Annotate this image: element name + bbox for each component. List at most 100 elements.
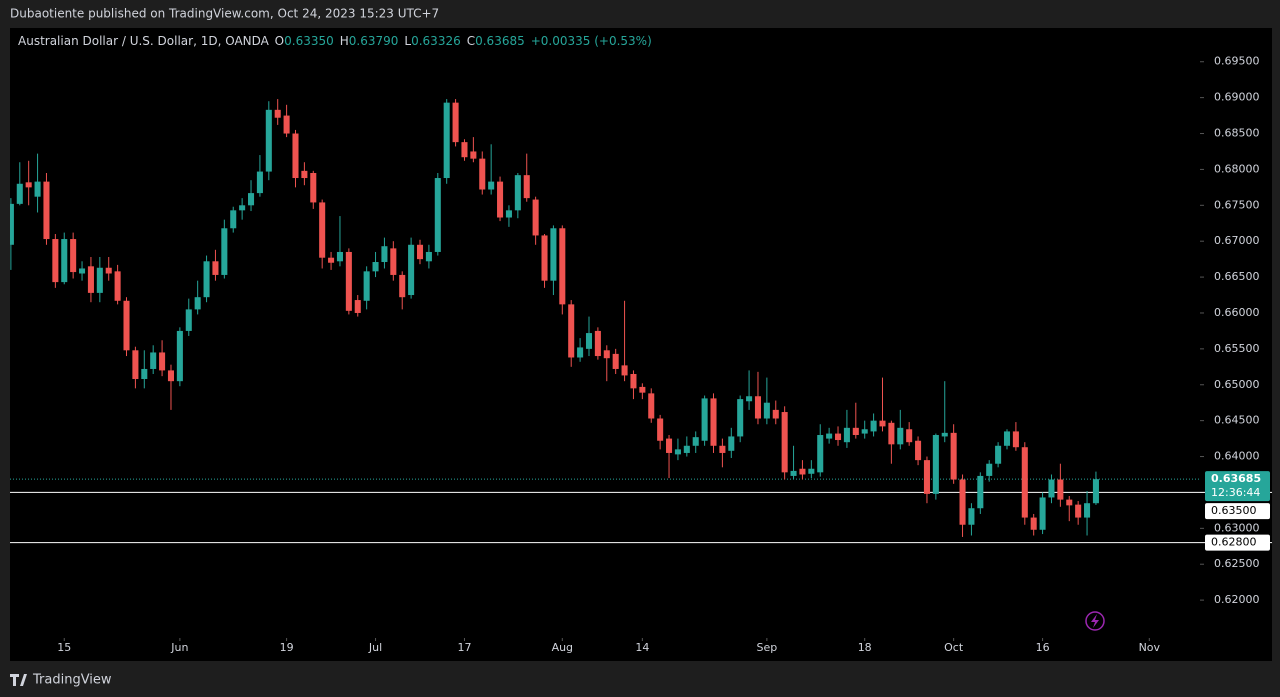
candle-body	[612, 353, 619, 369]
candle-body	[96, 267, 103, 293]
symbol: Australian Dollar / U.S. Dollar, 1D, OAN…	[18, 34, 270, 48]
candle-body	[1003, 431, 1011, 446]
candle-body	[906, 429, 913, 443]
candle-body	[648, 393, 655, 419]
x-tick-label: 16	[1036, 641, 1050, 654]
candle-body	[345, 251, 352, 311]
footer-brand: TradingView	[32, 673, 112, 688]
y-tick-label: 0.66500	[1214, 270, 1260, 283]
candle-body	[923, 460, 930, 494]
y-tick-label: 0.63000	[1214, 521, 1260, 534]
candle-body	[754, 396, 761, 419]
candle-body	[1012, 431, 1019, 448]
candle-body	[25, 182, 32, 188]
candle-body	[692, 437, 699, 446]
candle-body	[585, 333, 593, 349]
candle-body	[399, 274, 406, 298]
x-tick-label: 15	[57, 641, 71, 654]
candle-body	[879, 420, 886, 427]
candle-body	[790, 470, 797, 476]
candle-body	[16, 183, 23, 204]
chart-panel	[10, 28, 1272, 661]
candle-body	[1048, 479, 1055, 498]
candle-body	[941, 432, 948, 437]
countdown-label: 12:36:44	[1211, 486, 1260, 499]
y-tick-label: 0.69000	[1214, 91, 1260, 104]
candle-body	[416, 244, 424, 260]
candle-body	[123, 300, 130, 351]
candle-body	[932, 435, 939, 494]
x-tick-label: Jul	[368, 641, 382, 654]
candle-body	[230, 210, 237, 229]
candles	[10, 99, 1099, 537]
y-tick-label: 0.67000	[1214, 234, 1260, 247]
x-tick-label: Aug	[552, 641, 573, 654]
candle-body	[274, 109, 281, 118]
hline-box	[1205, 534, 1270, 551]
candle-body	[639, 386, 646, 393]
candle-body	[505, 210, 512, 218]
candle-body	[861, 429, 868, 434]
change: +0.00335 (+0.53%)	[531, 34, 652, 48]
candle-body	[390, 248, 397, 275]
candle-body	[336, 251, 343, 262]
candle-body	[52, 239, 59, 283]
y-tick-label: 0.62000	[1214, 593, 1260, 606]
candle-body	[283, 115, 290, 134]
footer-logo	[10, 674, 27, 686]
y-tick-label: 0.65000	[1214, 378, 1260, 391]
y-tick-label: 0.65500	[1214, 342, 1260, 355]
candle-body	[666, 438, 673, 453]
candle-body	[167, 370, 175, 382]
candle-body	[603, 350, 610, 359]
hline-box	[1205, 503, 1270, 520]
candle-body	[114, 271, 121, 301]
candle-body	[185, 309, 192, 331]
lightning-icon	[1085, 611, 1105, 631]
candle-body	[328, 257, 335, 263]
candle-body	[425, 251, 432, 262]
candle-body	[834, 433, 842, 441]
candle-body	[1039, 497, 1046, 530]
candle-body	[265, 109, 272, 172]
ohlc-value: 0.63790	[349, 34, 399, 48]
candle-body	[568, 304, 575, 358]
candle-body	[986, 463, 993, 476]
candle-body	[1030, 517, 1037, 530]
candle-body	[683, 445, 690, 453]
candle-body	[977, 475, 984, 509]
candle-body	[897, 427, 904, 445]
candle-body	[319, 202, 326, 258]
ohlc-value: 0.63326	[411, 34, 461, 48]
candle-body	[950, 432, 957, 480]
last-price-box	[1205, 471, 1270, 502]
candle-body	[488, 181, 495, 190]
x-tick-label: Jun	[170, 641, 188, 654]
candle-body	[817, 435, 824, 473]
ohlc-value: 0.63350	[284, 34, 334, 48]
candle-body	[621, 365, 628, 376]
ohlc-value: 0.63685	[475, 34, 525, 48]
candle-body	[497, 181, 504, 218]
candle-body	[657, 418, 664, 441]
y-tick-label: 0.66000	[1214, 306, 1260, 319]
candle-body	[301, 170, 308, 179]
candle-body	[150, 352, 157, 369]
ohlc-label: C	[467, 34, 475, 48]
candle-body	[737, 399, 744, 437]
ohlc-label: H	[340, 34, 349, 48]
candle-body	[408, 244, 415, 296]
candle-body	[10, 203, 14, 245]
hline-label: 0.63500	[1211, 504, 1257, 517]
candle-body	[1066, 499, 1073, 506]
candle-body	[434, 178, 441, 252]
candle-body	[781, 412, 788, 473]
candle-body	[1084, 503, 1091, 518]
candle-body	[372, 262, 379, 272]
candle-body	[746, 396, 753, 402]
candle-body	[763, 402, 770, 419]
y-tick-label: 0.64000	[1214, 450, 1260, 463]
x-tick-label: Sep	[757, 641, 778, 654]
y-tick-label: 0.67500	[1214, 198, 1260, 211]
candle-body	[772, 409, 779, 419]
